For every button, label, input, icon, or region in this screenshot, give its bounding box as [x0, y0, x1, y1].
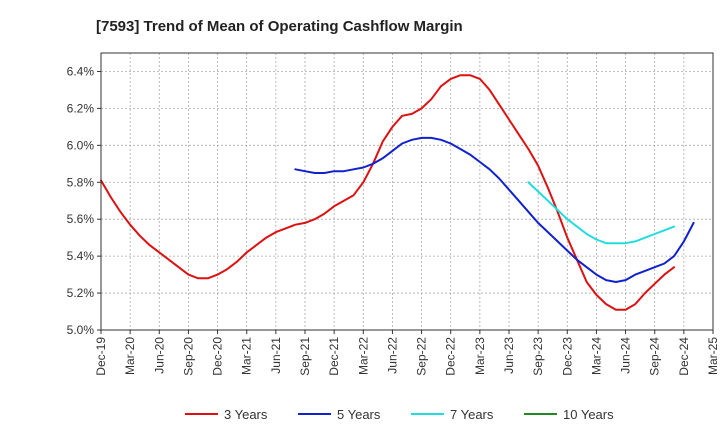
- x-tick-label: Dec-24: [677, 337, 691, 376]
- y-tick-label: 6.0%: [67, 138, 95, 152]
- x-tick-label: Dec-23: [560, 337, 574, 376]
- series-line-5-years: [294, 136, 695, 283]
- y-tick-label: 5.4%: [67, 249, 95, 263]
- x-tick-label: Dec-22: [444, 337, 458, 376]
- x-tick-label: Jun-24: [619, 337, 633, 374]
- x-axis: Dec-19 Mar-20 Jun-20 Sep-20 Dec-20 Mar-21 Jun-…: [94, 330, 720, 376]
- legend-label: 10 Years: [563, 407, 614, 422]
- x-tick-label: Sep-23: [531, 337, 545, 376]
- x-tick-label: Sep-22: [415, 337, 429, 376]
- y-tick-label: 5.2%: [67, 286, 95, 300]
- x-tick-label: Mar-24: [589, 337, 603, 375]
- legend: 3 Years 5 Years 7 Years 10 Years: [185, 407, 614, 422]
- y-tick-label: 5.8%: [67, 175, 95, 189]
- y-tick-label: 6.2%: [67, 101, 95, 115]
- chart-title: [7593] Trend of Mean of Operating Cashfl…: [96, 18, 463, 35]
- x-tick-label: Mar-22: [356, 337, 370, 375]
- series-line-7-years: [527, 181, 676, 245]
- x-tick-label: Jun-20: [152, 337, 166, 374]
- x-tick-label: Mar-20: [123, 337, 137, 375]
- x-tick-label: Mar-21: [240, 337, 254, 375]
- x-tick-label: Dec-20: [211, 337, 225, 376]
- legend-label: 3 Years: [224, 407, 268, 422]
- x-tick-label: Jun-23: [502, 337, 516, 374]
- x-tick-label: Jun-22: [385, 337, 399, 374]
- plot-frame: [100, 52, 714, 331]
- y-tick-label: 5.6%: [67, 212, 95, 226]
- x-tick-label: Dec-19: [94, 337, 108, 376]
- y-tick-label: 6.4%: [67, 64, 95, 78]
- series-line-3-years: [100, 74, 676, 311]
- x-tick-label: Dec-21: [327, 337, 341, 376]
- x-tick-label: Mar-23: [473, 337, 487, 375]
- legend-label: 7 Years: [450, 407, 494, 422]
- grid: [101, 53, 713, 330]
- x-tick-label: Jun-21: [269, 337, 283, 374]
- legend-label: 5 Years: [337, 407, 381, 422]
- x-tick-label: Mar-25: [706, 337, 720, 375]
- x-tick-label: Sep-21: [298, 337, 312, 376]
- y-tick-label: 5.0%: [67, 323, 95, 337]
- x-tick-label: Sep-24: [648, 337, 662, 376]
- y-axis: 5.0% 5.2% 5.4% 5.6% 5.8% 6.0% 6.2% 6.4%: [67, 64, 101, 337]
- x-tick-label: Sep-20: [181, 337, 195, 376]
- series-lines: [100, 74, 695, 311]
